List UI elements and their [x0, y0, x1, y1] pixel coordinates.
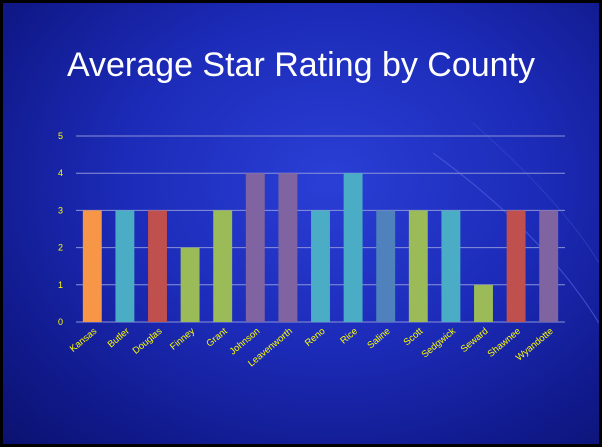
bar-douglas [148, 210, 167, 322]
bar-grant [213, 210, 233, 322]
bar-finney [180, 247, 200, 322]
bar-shawnee [506, 210, 526, 322]
x-tick-label: Scott [402, 326, 426, 349]
y-tick-label: 0 [58, 317, 63, 327]
x-tick-label: Butler [106, 326, 132, 350]
bar-leavenworth [278, 173, 298, 322]
y-tick-label: 4 [58, 168, 63, 178]
y-tick-label: 5 [58, 131, 63, 141]
x-tick-label: Sedgwick [420, 326, 458, 361]
bar-butler [115, 210, 135, 322]
bars [82, 173, 559, 322]
bar-wyandotte [539, 210, 559, 322]
chart-title: Average Star Rating by County [66, 46, 536, 84]
bar-rice [343, 173, 363, 322]
x-tick-label: Kansas [68, 326, 100, 355]
x-tick-label: Reno [303, 326, 327, 349]
x-tick-label: Douglas [131, 326, 165, 357]
bar-seward [474, 284, 493, 322]
bar-scott [408, 210, 428, 322]
y-axis-ticks: 0 1 2 3 4 5 [58, 131, 63, 327]
slide: Average Star Rating by County 0 1 2 3 4 5 Kan… [3, 3, 599, 444]
x-tick-label: Saline [365, 326, 392, 351]
y-tick-label: 1 [58, 280, 63, 290]
x-tick-label: Rice [338, 326, 360, 347]
bar-reno [311, 210, 330, 322]
x-tick-label: Finney [168, 326, 197, 353]
y-tick-label: 2 [58, 243, 63, 253]
y-tick-label: 3 [58, 205, 63, 215]
bar-kansas [82, 210, 102, 322]
x-tick-label: Grant [204, 326, 230, 350]
bar-sedgwick [441, 210, 461, 322]
bar-saline [376, 210, 396, 322]
bar-johnson [245, 173, 265, 322]
